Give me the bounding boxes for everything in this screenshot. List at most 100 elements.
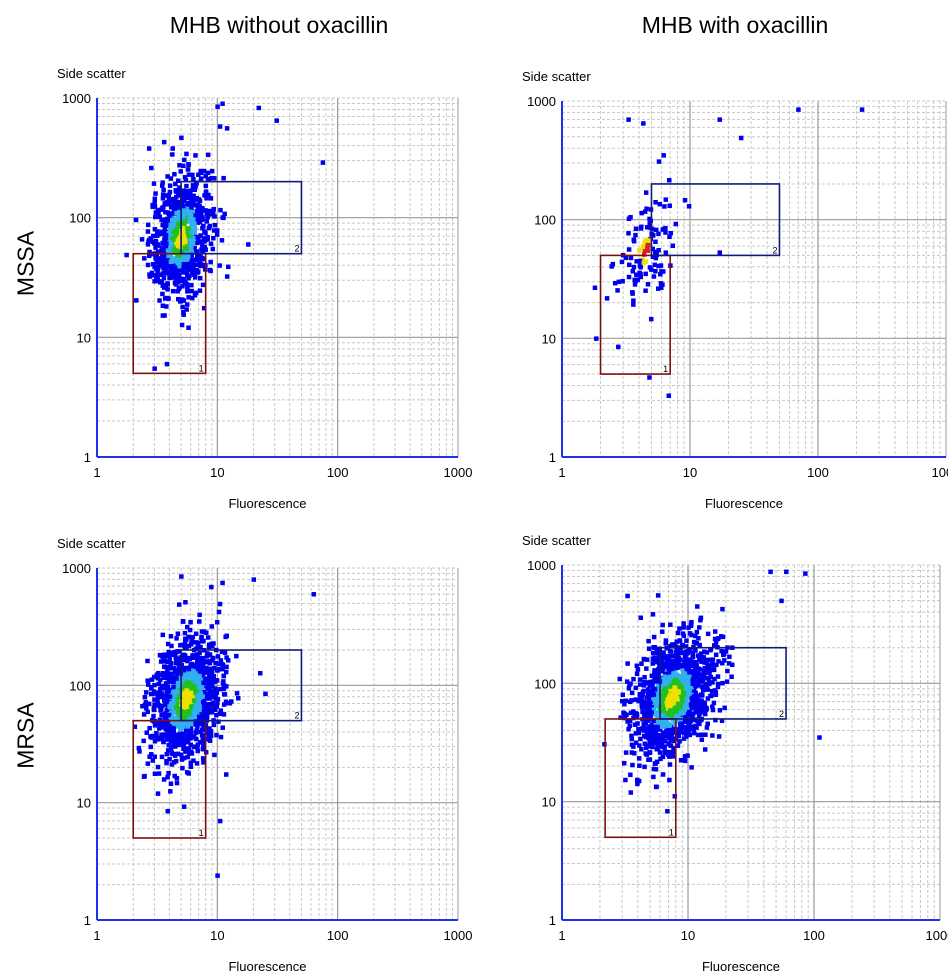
event-dot: [234, 691, 240, 696]
event-dot: [160, 196, 166, 201]
event-dot: [217, 686, 223, 692]
event-dot: [654, 701, 660, 707]
event-dot: [169, 217, 175, 223]
event-dot: [148, 691, 154, 697]
event-dot: [188, 760, 194, 766]
event-dot: [633, 232, 638, 238]
event-dot: [715, 636, 720, 642]
event-dot: [661, 705, 666, 711]
event-dot: [183, 749, 188, 754]
event-dot: [690, 677, 696, 683]
event-dot: [194, 195, 200, 201]
event-dot: [668, 692, 674, 697]
event-dot: [695, 683, 701, 688]
event-dot: [146, 682, 151, 687]
event-dot: [647, 265, 653, 270]
event-dot: [198, 176, 204, 181]
event-dot: [195, 668, 201, 674]
event-dot: [629, 736, 635, 742]
event-dot: [141, 738, 146, 744]
event-dot: [637, 263, 643, 268]
event-dot: [647, 740, 653, 746]
gate-2-label: 2: [294, 711, 299, 721]
event-dot: [649, 673, 655, 679]
event-dot: [647, 750, 653, 755]
event-dot: [148, 752, 154, 757]
event-dot: [165, 218, 170, 223]
event-dot: [682, 691, 688, 696]
event-dot: [196, 716, 201, 722]
event-dot: [157, 263, 163, 269]
event-dot: [159, 691, 164, 696]
event-dot: [712, 688, 718, 693]
event-dot: [165, 653, 170, 659]
event-dot: [720, 606, 725, 612]
event-dot: [635, 781, 640, 787]
event-dot: [182, 630, 188, 636]
event-dot: [206, 644, 212, 650]
outlier-event-dot: [176, 602, 182, 607]
event-dot: [152, 771, 158, 777]
event-dot: [188, 742, 193, 748]
event-dot: [205, 651, 210, 656]
x-tick-label: 1: [558, 928, 565, 943]
outlier-event-dot: [768, 569, 773, 575]
event-dot: [689, 659, 695, 665]
event-dot: [663, 685, 669, 690]
event-dot: [207, 671, 213, 676]
event-dot: [644, 666, 649, 671]
event-dot: [675, 743, 681, 748]
event-dot: [184, 248, 190, 254]
event-dot: [729, 674, 734, 679]
event-dot: [184, 704, 190, 709]
event-dot: [161, 248, 166, 254]
event-dot: [651, 679, 656, 684]
outlier-event-dot: [146, 146, 152, 151]
event-dot: [202, 723, 207, 729]
outlier-event-dot: [859, 107, 865, 112]
event-dot: [631, 298, 636, 303]
event-dot: [142, 256, 147, 261]
event-dot: [655, 656, 661, 661]
event-dot: [209, 175, 214, 181]
event-dot: [635, 721, 640, 726]
event-dot: [629, 750, 635, 755]
event-dot: [630, 269, 636, 274]
event-dot: [177, 253, 182, 258]
event-dot: [148, 236, 154, 241]
event-dot: [182, 645, 188, 650]
event-dot: [668, 643, 673, 649]
event-dot: [643, 271, 648, 277]
event-dot: [169, 730, 175, 736]
event-dot: [682, 659, 688, 665]
event-dot: [212, 686, 218, 692]
event-dot: [166, 220, 171, 226]
event-dot: [630, 762, 635, 768]
event-dot: [646, 724, 652, 729]
event-dot: [182, 640, 188, 645]
event-dot: [650, 246, 655, 252]
event-dot: [157, 717, 163, 723]
event-dot: [699, 737, 705, 742]
outlier-event-dot: [641, 121, 646, 126]
y-tick-label: 100: [69, 211, 91, 226]
event-dot: [173, 200, 178, 206]
event-dot: [654, 690, 660, 696]
event-dot: [680, 678, 685, 684]
event-dot: [645, 709, 650, 714]
event-dot: [192, 684, 197, 689]
event-dot: [707, 681, 712, 686]
y-axis-title: Side scatter: [522, 533, 591, 548]
event-dot: [726, 661, 732, 666]
event-dot: [637, 258, 643, 264]
event-dot: [639, 661, 644, 666]
event-dot: [195, 748, 200, 754]
event-dot: [165, 641, 171, 647]
event-dot: [150, 233, 156, 239]
event-dot: [629, 733, 634, 739]
event-dot: [180, 715, 185, 720]
gate-1: [604, 718, 677, 839]
event-dot: [629, 690, 635, 696]
event-dot: [655, 704, 660, 709]
event-dot: [636, 756, 642, 761]
